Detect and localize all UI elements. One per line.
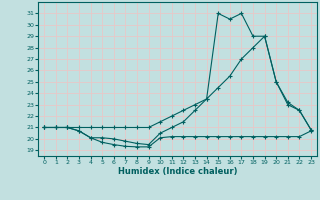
- X-axis label: Humidex (Indice chaleur): Humidex (Indice chaleur): [118, 167, 237, 176]
